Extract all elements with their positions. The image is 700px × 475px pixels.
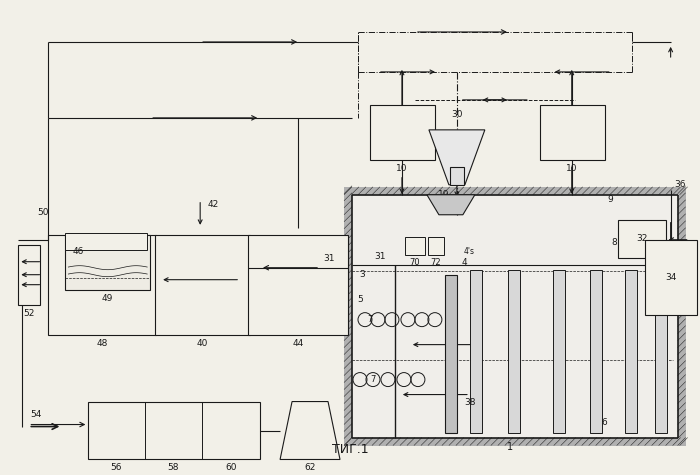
Bar: [617, 220, 666, 258]
Bar: [18, 245, 41, 304]
Text: ΤИГ.1: ΤИГ.1: [332, 444, 368, 456]
Text: 4: 4: [462, 258, 468, 267]
Bar: [48, 235, 156, 334]
Text: 50: 50: [37, 208, 48, 217]
Bar: [624, 270, 637, 433]
Text: 5: 5: [357, 295, 363, 304]
Bar: [88, 401, 260, 459]
Text: 36: 36: [675, 180, 686, 190]
Bar: [589, 270, 602, 433]
Bar: [65, 233, 147, 250]
Text: 52: 52: [24, 309, 35, 318]
Text: 56: 56: [111, 464, 122, 473]
Text: 19: 19: [438, 190, 449, 200]
Text: 1: 1: [507, 441, 513, 452]
Text: 70: 70: [410, 258, 420, 266]
Polygon shape: [427, 195, 475, 215]
Text: 30: 30: [451, 110, 463, 119]
Bar: [65, 235, 150, 290]
Bar: [428, 237, 444, 255]
Bar: [445, 275, 457, 433]
Text: 7: 7: [370, 375, 375, 384]
Bar: [645, 240, 696, 314]
Text: 7: 7: [367, 315, 372, 324]
Text: 58: 58: [167, 464, 179, 473]
Bar: [248, 235, 348, 334]
Bar: [654, 270, 666, 433]
Text: 46: 46: [72, 247, 84, 256]
Text: 38: 38: [464, 398, 475, 407]
Text: 31: 31: [323, 254, 335, 263]
Bar: [540, 105, 605, 160]
Text: 4's: 4's: [464, 247, 475, 256]
Bar: [352, 195, 678, 437]
Text: 3: 3: [359, 270, 365, 279]
Bar: [344, 187, 685, 446]
Text: 32: 32: [636, 234, 648, 243]
Text: 54: 54: [30, 409, 42, 418]
Text: 44: 44: [293, 339, 304, 348]
Text: 10: 10: [566, 164, 578, 173]
Text: 9: 9: [608, 195, 613, 204]
Text: 40: 40: [197, 339, 208, 348]
Polygon shape: [280, 401, 340, 459]
Text: 60: 60: [225, 464, 237, 473]
Text: 31: 31: [374, 252, 386, 261]
Bar: [470, 270, 482, 433]
Bar: [450, 167, 464, 185]
Text: 48: 48: [97, 339, 108, 348]
Text: 49: 49: [102, 294, 113, 303]
Text: 10: 10: [396, 164, 407, 173]
Bar: [508, 270, 520, 433]
Text: 34: 34: [665, 273, 676, 282]
Text: 6: 6: [602, 418, 608, 427]
Bar: [370, 105, 435, 160]
Bar: [155, 235, 250, 334]
Text: 72: 72: [430, 258, 441, 266]
Text: 8: 8: [612, 238, 617, 247]
Bar: [405, 237, 425, 255]
Bar: [553, 270, 565, 433]
Text: 62: 62: [304, 464, 316, 473]
Text: 42: 42: [207, 200, 218, 209]
Polygon shape: [429, 130, 485, 185]
